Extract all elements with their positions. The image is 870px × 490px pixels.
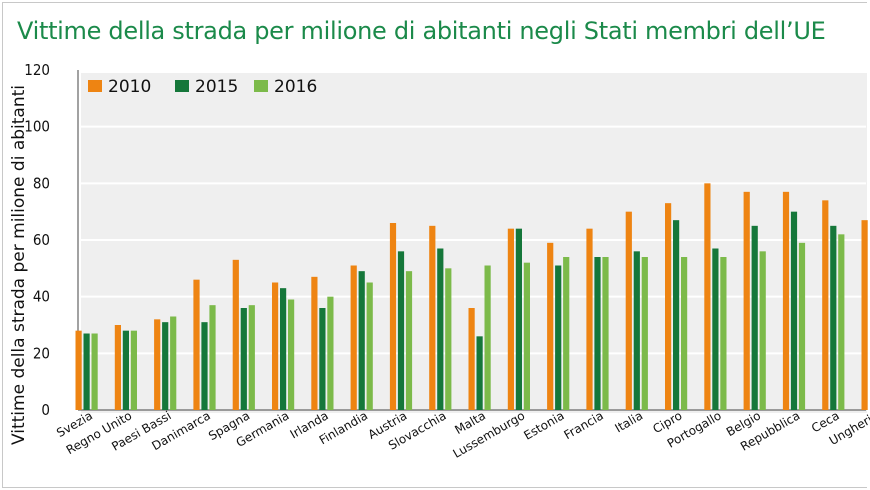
bar-2015-svezia <box>83 333 90 410</box>
bar-2015-francia <box>594 257 601 410</box>
bar-2015-irlanda <box>319 308 326 410</box>
bar-2010-francia <box>586 228 593 410</box>
bar-2010-danimarca <box>193 279 200 410</box>
bar-2015-spagna <box>240 308 247 410</box>
bar-2015-ceca <box>830 225 837 410</box>
bar-2015-estonia <box>555 265 562 410</box>
legend-label-2010: 2010 <box>108 77 151 97</box>
bar-2016-ceca <box>838 234 845 410</box>
bar-2016-austria <box>405 271 413 410</box>
bar-2016-malta <box>484 265 491 410</box>
bar-2015-belgio <box>751 225 758 410</box>
bar-2016-belgio <box>759 251 766 410</box>
y-tick-label: 40 <box>33 288 50 306</box>
bar-2010-austria <box>389 223 397 410</box>
bar-2015-slovacchia <box>437 248 444 410</box>
bar-2010-slovacchia <box>429 225 436 410</box>
bar-2016-lussemburgo <box>523 262 530 410</box>
bar-2010-italia <box>625 211 632 410</box>
bar-2015-finlandia <box>358 271 365 410</box>
bar-2016-cipro <box>681 257 688 410</box>
legend-label-2016: 2016 <box>274 77 317 97</box>
bar-2010-germania <box>272 282 279 410</box>
bar-2010-finlandia <box>350 265 357 410</box>
y-tick-label: 100 <box>24 118 50 136</box>
bar-2016-italia <box>641 257 648 410</box>
bar-2010-belgio <box>743 191 750 410</box>
legend-swatch-2016 <box>254 80 268 92</box>
bar-2010-malta <box>468 308 475 410</box>
bar-2010-paesi-bassi <box>154 319 161 410</box>
bar-2015-repubblica <box>790 211 798 410</box>
bar-2010-irlanda <box>311 276 318 410</box>
bar-2010-svezia <box>75 330 82 410</box>
bar-2015-paesi-bassi <box>162 322 169 410</box>
y-axis-title: Vittime della strada per milione di abit… <box>9 85 29 445</box>
y-tick-label: 120 <box>24 61 50 79</box>
bar-2016-danimarca <box>209 305 216 410</box>
y-tick-label: 80 <box>33 174 50 192</box>
legend-swatch-2010 <box>88 80 102 92</box>
x-category-label: Italia <box>613 408 646 435</box>
bar-2010-regno-unito <box>114 325 121 410</box>
bar-2016-svezia <box>91 333 98 410</box>
bar-2015-italia <box>633 251 640 410</box>
chart-title: Vittime della strada per milione di abit… <box>17 17 826 45</box>
bar-2015-portogallo <box>712 248 719 410</box>
x-category-label: Estonia <box>521 408 566 442</box>
bar-2016-estonia <box>563 257 570 410</box>
y-tick-label: 0 <box>41 401 50 419</box>
bar-2016-slovacchia <box>445 268 452 410</box>
bar-2016-francia <box>602 257 609 410</box>
bar-2016-spagna <box>248 305 255 410</box>
bar-2016-repubblica <box>798 242 806 410</box>
bar-2010-cipro <box>665 203 672 410</box>
y-tick-label: 20 <box>33 344 50 362</box>
bar-2010-portogallo <box>704 183 711 410</box>
bar-2016-paesi-bassi <box>170 316 177 410</box>
legend-swatch-2015 <box>175 80 189 92</box>
legend-label-2015: 2015 <box>195 77 238 97</box>
bar-2015-danimarca <box>201 322 208 410</box>
bar-2010-lussemburgo <box>507 228 514 410</box>
bar-2010-ceca <box>822 200 829 410</box>
x-category-label: Francia <box>561 408 605 442</box>
bar-2015-lussemburgo <box>515 228 522 410</box>
bar-2010-spagna <box>232 259 239 410</box>
bar-2015-austria <box>397 251 405 410</box>
bar-2015-regno-unito <box>122 330 129 410</box>
bar-2010-ungheria <box>861 220 868 410</box>
bar-2016-portogallo <box>720 257 727 410</box>
bar-2016-germania <box>288 299 295 410</box>
bar-2015-cipro <box>673 220 680 410</box>
bar-2016-irlanda <box>327 296 334 410</box>
bar-2015-germania <box>280 288 287 410</box>
bar-2015-malta <box>476 336 483 410</box>
bar-2010-estonia <box>547 242 554 410</box>
bar-2010-repubblica <box>782 191 790 410</box>
y-tick-label: 60 <box>33 231 50 249</box>
bar-2016-regno-unito <box>130 330 137 410</box>
bar-2016-finlandia <box>366 282 373 410</box>
